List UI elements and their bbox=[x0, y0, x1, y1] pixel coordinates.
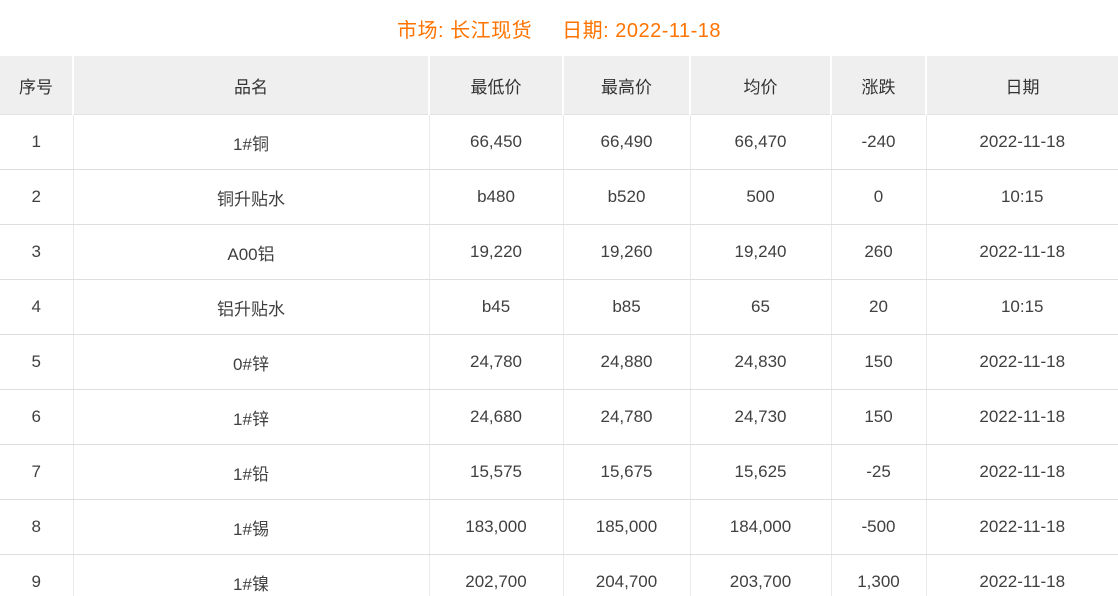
market-label: 市场: bbox=[396, 19, 445, 42]
table-row: 3 A00铝 19,220 19,260 19,240 260 2022-11-… bbox=[0, 224, 1118, 280]
table-row: 8 1#锡 183,000 185,000 184,000 -500 2022-… bbox=[0, 499, 1118, 555]
table-row: 2 铜升贴水 b480 b520 500 0 10:15 bbox=[0, 169, 1118, 225]
high-price-cell: 19,260 bbox=[563, 224, 691, 280]
low-price-cell: 24,680 bbox=[429, 389, 564, 445]
change-cell: 260 bbox=[831, 224, 927, 280]
product-name-cell: 1#铜 bbox=[73, 114, 430, 170]
row-no-cell: 2 bbox=[0, 169, 74, 225]
avg-price-cell: 15,625 bbox=[690, 444, 832, 500]
high-price-cell: 24,780 bbox=[563, 389, 691, 445]
page-title: 市场: 长江现货 日期: 2022-11-18 bbox=[0, 0, 1118, 56]
product-name-cell: 铜升贴水 bbox=[73, 169, 430, 225]
low-price-cell: 183,000 bbox=[429, 499, 564, 555]
date-value: 2022-11-18 bbox=[615, 19, 722, 42]
change-cell: -500 bbox=[831, 499, 927, 555]
avg-price-cell: 19,240 bbox=[690, 224, 832, 280]
avg-price-cell: 203,700 bbox=[690, 554, 832, 596]
high-price-cell: 66,490 bbox=[563, 114, 691, 170]
product-name-cell: 1#镍 bbox=[73, 554, 430, 596]
avg-price-cell: 66,470 bbox=[690, 114, 832, 170]
high-price-cell: 204,700 bbox=[563, 554, 691, 596]
table-row: 7 1#铅 15,575 15,675 15,625 -25 2022-11-1… bbox=[0, 444, 1118, 500]
date-cell: 2022-11-18 bbox=[926, 114, 1118, 170]
change-cell: 150 bbox=[831, 334, 927, 390]
column-header-high: 最高价 bbox=[563, 56, 691, 115]
low-price-cell: 19,220 bbox=[429, 224, 564, 280]
price-table: 序号 品名 最低价 最高价 均价 涨跌 日期 1 1#铜 66,450 66,4… bbox=[0, 56, 1118, 596]
table-row: 9 1#镍 202,700 204,700 203,700 1,300 2022… bbox=[0, 554, 1118, 596]
change-cell: 150 bbox=[831, 389, 927, 445]
row-no-cell: 3 bbox=[0, 224, 74, 280]
low-price-cell: b480 bbox=[429, 169, 564, 225]
change-cell: -25 bbox=[831, 444, 927, 500]
column-header-date: 日期 bbox=[926, 56, 1118, 115]
date-title: 日期: 2022-11-18 bbox=[562, 14, 721, 43]
high-price-cell: b520 bbox=[563, 169, 691, 225]
change-cell: 0 bbox=[831, 169, 927, 225]
avg-price-cell: 65 bbox=[690, 279, 832, 335]
date-cell: 10:15 bbox=[926, 279, 1118, 335]
product-name-cell: 1#锌 bbox=[73, 389, 430, 445]
column-header-change: 涨跌 bbox=[831, 56, 927, 115]
row-no-cell: 1 bbox=[0, 114, 74, 170]
row-no-cell: 8 bbox=[0, 499, 74, 555]
table-row: 6 1#锌 24,680 24,780 24,730 150 2022-11-1… bbox=[0, 389, 1118, 445]
date-cell: 2022-11-18 bbox=[926, 444, 1118, 500]
date-cell: 2022-11-18 bbox=[926, 224, 1118, 280]
low-price-cell: 202,700 bbox=[429, 554, 564, 596]
date-cell: 2022-11-18 bbox=[926, 334, 1118, 390]
change-cell: 20 bbox=[831, 279, 927, 335]
table-row: 5 0#锌 24,780 24,880 24,830 150 2022-11-1… bbox=[0, 334, 1118, 390]
avg-price-cell: 24,830 bbox=[690, 334, 832, 390]
table-row: 1 1#铜 66,450 66,490 66,470 -240 2022-11-… bbox=[0, 114, 1118, 170]
product-name-cell: 1#铅 bbox=[73, 444, 430, 500]
date-cell: 2022-11-18 bbox=[926, 389, 1118, 445]
change-cell: -240 bbox=[831, 114, 927, 170]
row-no-cell: 9 bbox=[0, 554, 74, 596]
product-name-cell: 0#锌 bbox=[73, 334, 430, 390]
low-price-cell: 15,575 bbox=[429, 444, 564, 500]
market-title: 市场: 长江现货 bbox=[397, 14, 532, 43]
high-price-cell: 24,880 bbox=[563, 334, 691, 390]
low-price-cell: 24,780 bbox=[429, 334, 564, 390]
column-header-low: 最低价 bbox=[429, 56, 564, 115]
high-price-cell: 185,000 bbox=[563, 499, 691, 555]
row-no-cell: 6 bbox=[0, 389, 74, 445]
high-price-cell: b85 bbox=[563, 279, 691, 335]
column-header-avg: 均价 bbox=[690, 56, 832, 115]
high-price-cell: 15,675 bbox=[563, 444, 691, 500]
avg-price-cell: 184,000 bbox=[690, 499, 832, 555]
product-name-cell: 铝升贴水 bbox=[73, 279, 430, 335]
change-cell: 1,300 bbox=[831, 554, 927, 596]
market-value: 长江现货 bbox=[450, 19, 533, 42]
column-header-name: 品名 bbox=[73, 56, 430, 115]
date-cell: 2022-11-18 bbox=[979, 572, 1066, 591]
date-label: 日期: bbox=[562, 19, 610, 42]
row-no-cell: 7 bbox=[0, 444, 74, 500]
table-body: 1 1#铜 66,450 66,490 66,470 -240 2022-11-… bbox=[0, 114, 1118, 596]
product-name-cell: 1#锡 bbox=[73, 499, 430, 555]
row-no-cell: 5 bbox=[0, 334, 74, 390]
avg-price-cell: 500 bbox=[690, 169, 832, 225]
low-price-cell: b45 bbox=[429, 279, 564, 335]
row-no-cell: 4 bbox=[0, 279, 74, 335]
table-row: 4 铝升贴水 b45 b85 65 20 10:15 bbox=[0, 279, 1118, 335]
product-name-cell: A00铝 bbox=[73, 224, 430, 280]
column-header-no: 序号 bbox=[0, 56, 74, 115]
avg-price-cell: 24,730 bbox=[690, 389, 832, 445]
date-cell: 2022-11-18 bbox=[926, 499, 1118, 555]
table-header: 序号 品名 最低价 最高价 均价 涨跌 日期 bbox=[0, 56, 1118, 115]
low-price-cell: 66,450 bbox=[429, 114, 564, 170]
date-cell: 10:15 bbox=[926, 169, 1118, 225]
